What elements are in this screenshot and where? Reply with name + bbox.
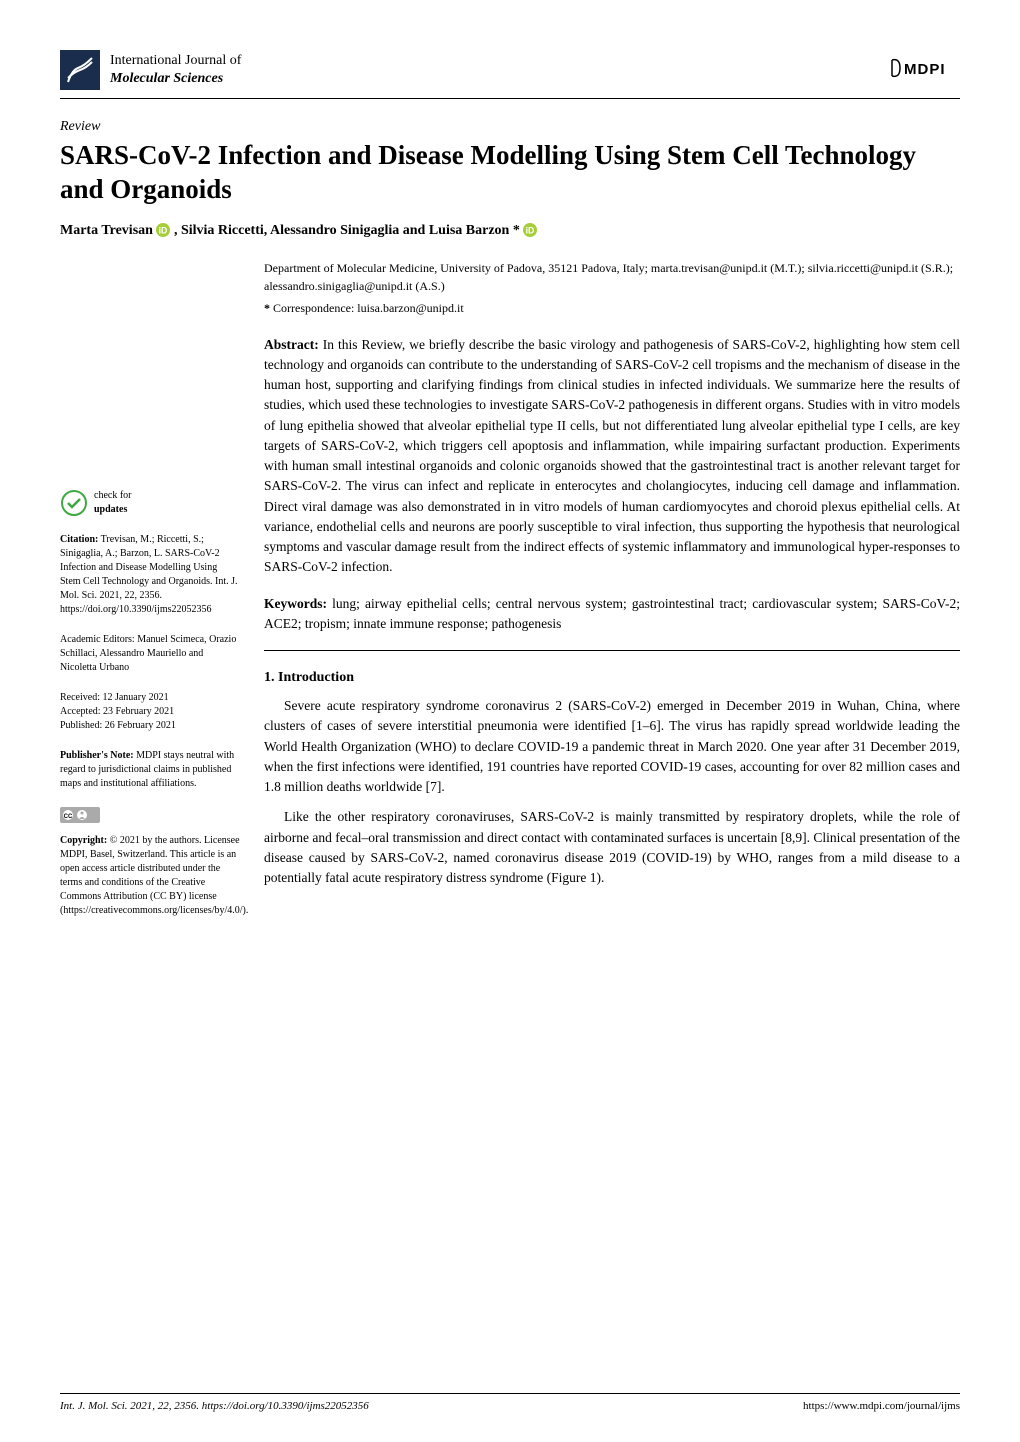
cc-by-icon: CC <box>60 807 100 823</box>
svg-text:iD: iD <box>526 226 535 236</box>
svg-text:MDPI: MDPI <box>904 61 946 78</box>
footer-right[interactable]: https://www.mdpi.com/journal/ijms <box>803 1400 960 1412</box>
journal-icon <box>60 50 100 90</box>
orcid-icon: iD <box>523 223 537 237</box>
article-title: SARS-CoV-2 Infection and Disease Modelli… <box>60 139 960 207</box>
citation-label: Citation: <box>60 534 98 545</box>
authors-line: Marta Trevisan iD , Silvia Riccetti, Ale… <box>60 223 960 239</box>
correspondence-text: Correspondence: luisa.barzon@unipd.it <box>273 301 464 315</box>
journal-name: International Journal of Molecular Scien… <box>110 52 241 88</box>
journal-prefix: International Journal of <box>110 52 241 70</box>
main-column: Department of Molecular Medicine, Univer… <box>264 259 960 934</box>
page-container: International Journal of Molecular Scien… <box>0 0 1020 1442</box>
editors-label: Academic Editors: <box>60 634 135 645</box>
check-updates-text: check forupdates <box>94 489 131 517</box>
intro-paragraph-1: Severe acute respiratory syndrome corona… <box>264 696 960 797</box>
intro-paragraph-2: Like the other respiratory coronaviruses… <box>264 807 960 888</box>
authors-text: Marta Trevisan <box>60 223 156 238</box>
publishers-note-label: Publisher's Note: <box>60 750 134 761</box>
section-divider <box>264 650 960 651</box>
keywords-block: Keywords: lung; airway epithelial cells;… <box>264 594 960 635</box>
received-date: Received: 12 January 2021 <box>60 691 240 705</box>
keywords-label: Keywords: <box>264 596 327 611</box>
license-block: CC Copyright: © 2021 by the authors. Lic… <box>60 807 240 918</box>
mdpi-icon: MDPI <box>890 56 960 80</box>
svg-text:iD: iD <box>159 226 168 236</box>
editors-block: Academic Editors: Manuel Scimeca, Orazio… <box>60 633 240 675</box>
section-1-title: 1. Introduction <box>264 667 960 688</box>
article-type: Review <box>60 119 960 135</box>
footer-left: Int. J. Mol. Sci. 2021, 22, 2356. https:… <box>60 1400 369 1412</box>
page-footer: Int. J. Mol. Sci. 2021, 22, 2356. https:… <box>60 1393 960 1412</box>
published-date: Published: 26 February 2021 <box>60 719 240 733</box>
correspondence-star: * <box>264 301 270 315</box>
citation-text: Trevisan, M.; Riccetti, S.; Sinigaglia, … <box>60 534 238 615</box>
citation-block: Citation: Trevisan, M.; Riccetti, S.; Si… <box>60 533 240 617</box>
journal-logo-block: International Journal of Molecular Scien… <box>60 50 241 90</box>
copyright-label: Copyright: <box>60 835 107 846</box>
check-updates-block[interactable]: check forupdates <box>60 489 240 517</box>
accepted-date: Accepted: 23 February 2021 <box>60 705 240 719</box>
orcid-icon: iD <box>156 223 170 237</box>
abstract-label: Abstract: <box>264 337 319 352</box>
content-row: check forupdates Citation: Trevisan, M.;… <box>60 259 960 934</box>
keywords-text: lung; airway epithelial cells; central n… <box>264 596 960 631</box>
journal-title: Molecular Sciences <box>110 70 241 88</box>
check-updates-icon <box>60 489 88 517</box>
authors-text-2: , Silvia Riccetti, Alessandro Sinigaglia… <box>174 223 520 238</box>
publishers-note-block: Publisher's Note: MDPI stays neutral wit… <box>60 749 240 791</box>
dates-block: Received: 12 January 2021 Accepted: 23 F… <box>60 691 240 733</box>
mdpi-logo: MDPI <box>890 56 960 85</box>
correspondence: * Correspondence: luisa.barzon@unipd.it <box>264 299 960 317</box>
svg-text:CC: CC <box>64 814 73 820</box>
affiliation: Department of Molecular Medicine, Univer… <box>264 259 960 295</box>
abstract-text: In this Review, we briefly describe the … <box>264 337 960 575</box>
page-header: International Journal of Molecular Scien… <box>60 50 960 99</box>
copyright-text: © 2021 by the authors. Licensee MDPI, Ba… <box>60 835 248 916</box>
sidebar: check forupdates Citation: Trevisan, M.;… <box>60 259 240 934</box>
abstract-block: Abstract: In this Review, we briefly des… <box>264 335 960 578</box>
